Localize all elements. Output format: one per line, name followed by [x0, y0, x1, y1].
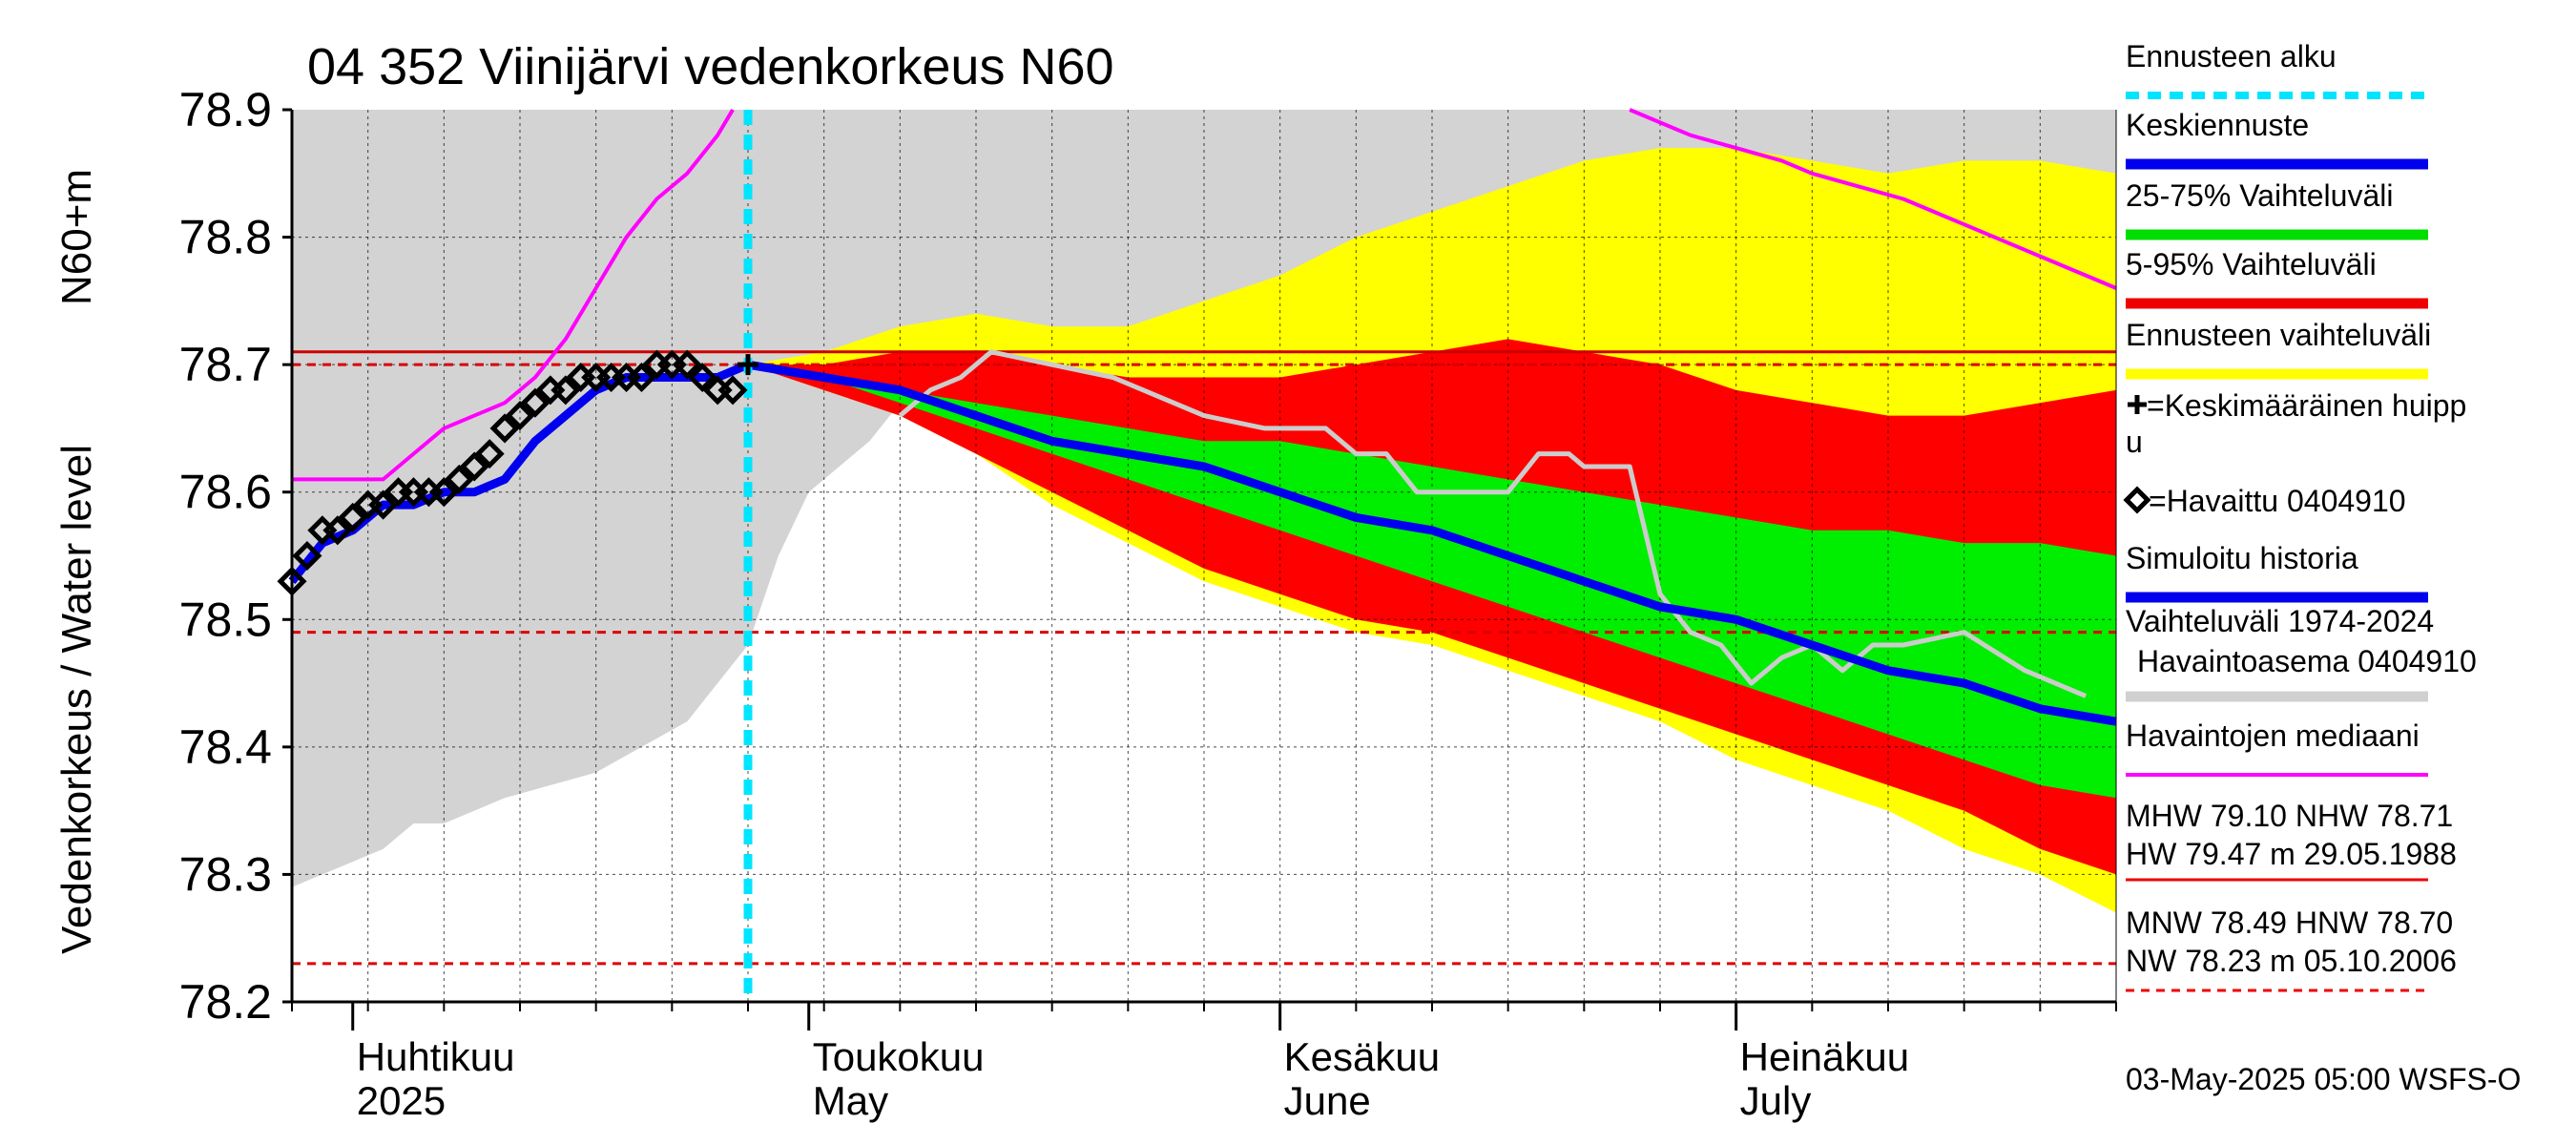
observed-point — [672, 349, 702, 380]
y-tick-label: 78.9 — [179, 83, 272, 136]
observed-point — [474, 439, 505, 469]
legend-label: Ennusteen alku — [2126, 39, 2337, 73]
observed-point — [338, 502, 368, 532]
y-tick-label: 78.4 — [179, 720, 272, 774]
observed-point — [322, 515, 353, 546]
y-tick-label: 78.2 — [179, 975, 272, 1029]
legend-label: 5-95% Vaihteluväli — [2126, 247, 2377, 281]
y-tick-label: 78.8 — [179, 211, 272, 264]
month-label-en: July — [1740, 1078, 1812, 1123]
axes-layer: 78.2 78.3 78.4 78.5 78.6 78.7 78.8 78.9 Huhtikuu… — [179, 83, 2117, 1123]
month-label-en: May — [813, 1078, 888, 1123]
legend-label-cont: Havaintoasema 0404910 — [2137, 644, 2477, 678]
y-tick-label: 78.3 — [179, 847, 272, 901]
legend-observed-symbol — [2123, 486, 2151, 514]
observed-median-line — [292, 108, 735, 482]
legend-label: Simuloitu historia — [2126, 541, 2358, 575]
stats-line-2: HW 79.47 m 29.05.1988 — [2126, 837, 2457, 871]
legend-peak-symbol — [2128, 395, 2147, 414]
observed-point — [292, 540, 322, 572]
stats-line-3: MNW 78.49 HNW 78.70 — [2126, 906, 2453, 940]
observed-point — [687, 362, 717, 393]
y-axis-label: Vedenkorkeus / Water level — [53, 445, 100, 954]
legend-label: =Keskimääräinen huipp — [2147, 388, 2466, 423]
chart-title: 04 352 Viinijärvi vedenkorkeus N60 — [307, 38, 1114, 95]
footer-timestamp: 03-May-2025 05:00 WSFS-O — [2126, 1062, 2521, 1096]
stats-line-1: MHW 79.10 NHW 78.71 — [2126, 799, 2453, 833]
stats-line-4: NW 78.23 m 05.10.2006 — [2126, 944, 2457, 978]
observed-point — [626, 362, 657, 393]
grid-layer — [292, 110, 2116, 1002]
y-axis-unit: N60+m — [53, 169, 100, 305]
y-tick-label: 78.7 — [179, 338, 272, 391]
y-tick-label: 78.5 — [179, 593, 272, 646]
legend-label: =Havaittu 0404910 — [2149, 484, 2406, 518]
month-label-en: 2025 — [357, 1078, 446, 1123]
mean-peak-marker — [737, 354, 758, 376]
observed-point — [505, 401, 535, 431]
month-label-en: June — [1284, 1078, 1371, 1123]
observed-point — [520, 387, 551, 418]
y-tick-label: 78.6 — [179, 466, 272, 519]
legend-label: 25-75% Vaihteluväli — [2126, 178, 2393, 213]
mean-forecast-line — [747, 360, 2117, 726]
legend-label-cont: u — [2126, 425, 2143, 459]
legend: Ennusteen alku Keskiennuste 25-75% Vaihtel… — [2123, 39, 2477, 777]
observed-point — [428, 477, 459, 508]
legend-label: Vaihteluväli 1974-2024 — [2126, 604, 2434, 638]
observed-point — [489, 413, 520, 444]
observed-point — [368, 489, 399, 520]
legend-label: Ennusteen vaihteluväli — [2126, 318, 2431, 352]
month-label-fi: Huhtikuu — [357, 1034, 515, 1079]
observed-point — [717, 375, 748, 406]
observed-markers-layer — [277, 349, 758, 596]
observed-point — [459, 451, 489, 482]
observed-point — [551, 375, 581, 406]
observed-median-line-late — [1629, 108, 2117, 290]
median-forecast-gray-line — [898, 349, 2088, 698]
legend-label: Keskiennuste — [2126, 108, 2309, 142]
legend-label: Havaintojen mediaani — [2126, 718, 2420, 753]
month-label-fi: Kesäkuu — [1284, 1034, 1440, 1079]
month-label-fi: Heinäkuu — [1740, 1034, 1909, 1079]
observed-point — [444, 464, 474, 494]
month-label-fi: Toukokuu — [813, 1034, 985, 1079]
p25-75-band — [748, 364, 2116, 799]
